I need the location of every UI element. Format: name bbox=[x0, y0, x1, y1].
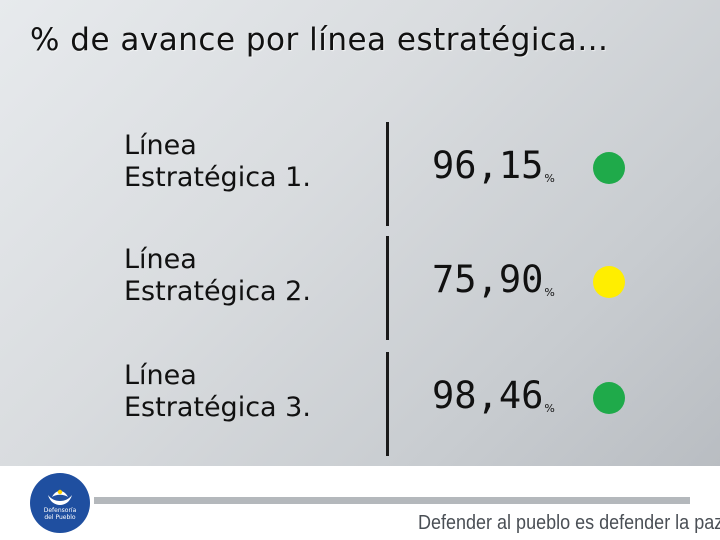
progress-value: 75,90% bbox=[432, 258, 555, 301]
row-label: Línea Estratégica 3. bbox=[124, 360, 374, 424]
row-divider bbox=[386, 122, 389, 226]
percent-sign: % bbox=[544, 402, 555, 415]
row-divider bbox=[386, 236, 389, 340]
defensoria-logo: Defensoría del Pueblo bbox=[30, 473, 90, 533]
status-dot-icon bbox=[593, 152, 625, 184]
percent-sign: % bbox=[544, 286, 555, 299]
strategic-line-row: Línea Estratégica 1. 96,15% bbox=[0, 122, 720, 232]
row-label-line1: Línea bbox=[124, 130, 197, 161]
progress-value: 96,15% bbox=[432, 144, 555, 187]
row-label: Línea Estratégica 1. bbox=[124, 130, 374, 194]
logo-line2: del Pueblo bbox=[44, 514, 76, 521]
progress-number: 75,90 bbox=[432, 258, 544, 301]
row-label-line1: Línea bbox=[124, 360, 197, 391]
percent-sign: % bbox=[544, 172, 555, 185]
strategic-line-row: Línea Estratégica 3. 98,46% bbox=[0, 352, 720, 462]
row-label-line2: Estratégica 3. bbox=[124, 392, 311, 423]
logo-line1: Defensoría bbox=[43, 507, 77, 514]
status-dot-icon bbox=[593, 266, 625, 298]
logo-text: Defensoría del Pueblo bbox=[30, 507, 90, 521]
progress-number: 96,15 bbox=[432, 144, 544, 187]
progress-number: 98,46 bbox=[432, 374, 544, 417]
row-divider bbox=[386, 352, 389, 456]
row-label-line2: Estratégica 1. bbox=[124, 162, 311, 193]
strategic-line-row: Línea Estratégica 2. 75,90% bbox=[0, 236, 720, 346]
status-dot-icon bbox=[593, 382, 625, 414]
footer-slogan: Defender al pueblo es defender la paz bbox=[418, 512, 720, 534]
row-label: Línea Estratégica 2. bbox=[124, 244, 374, 308]
slide-title: % de avance por línea estratégica… bbox=[30, 22, 609, 58]
dove-icon bbox=[48, 489, 72, 505]
footer-divider bbox=[94, 497, 690, 504]
row-label-line2: Estratégica 2. bbox=[124, 276, 311, 307]
row-label-line1: Línea bbox=[124, 244, 197, 275]
progress-value: 98,46% bbox=[432, 374, 555, 417]
